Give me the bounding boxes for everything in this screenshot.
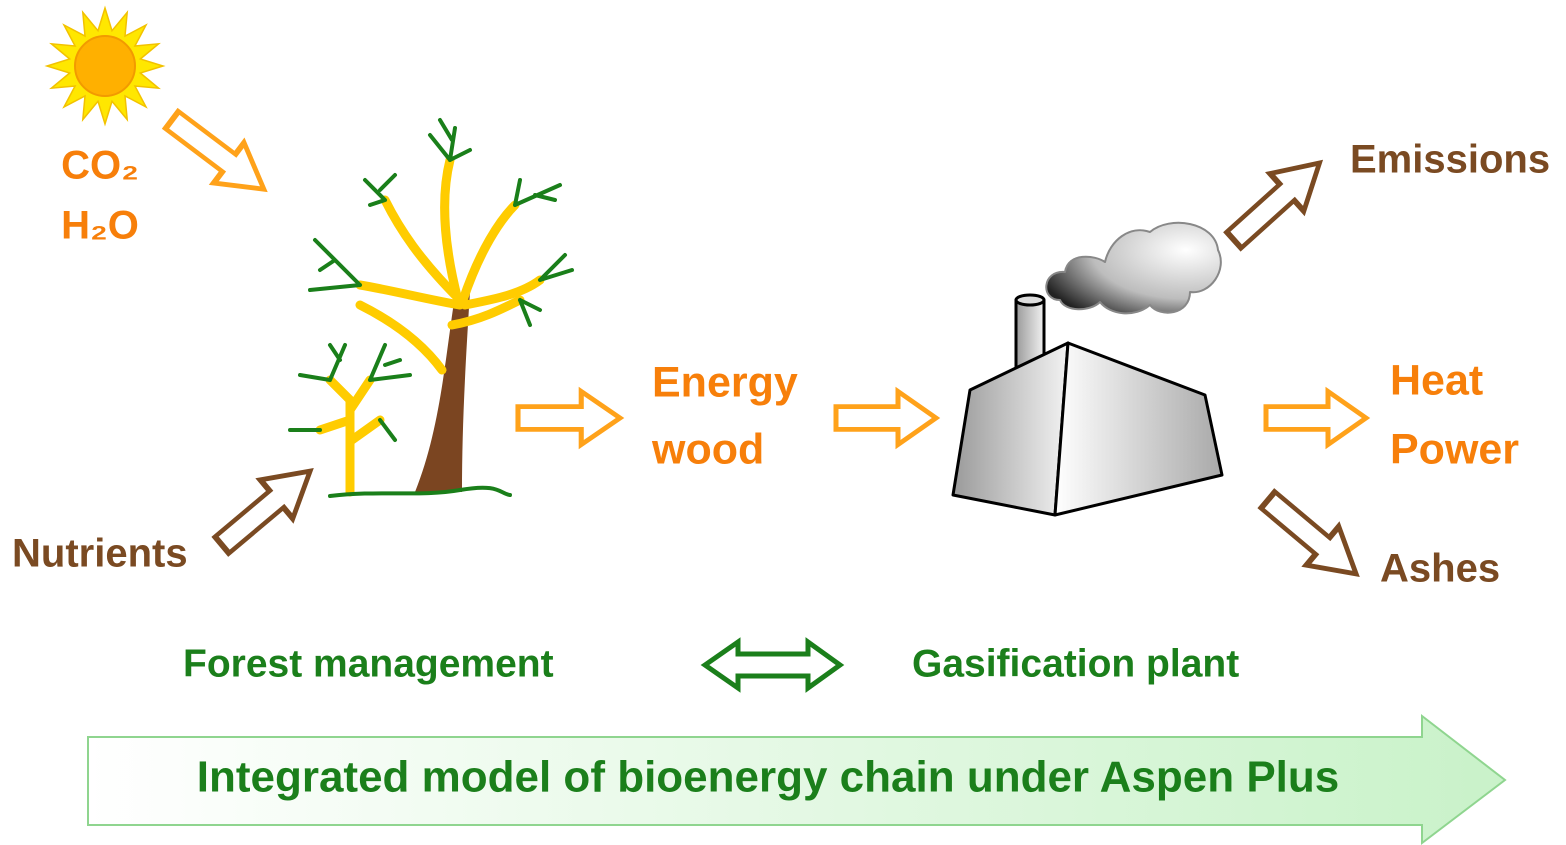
arrow-ashes (1252, 481, 1372, 594)
plant-label: Gasification plant (912, 642, 1239, 685)
wood-label: Energy (652, 358, 798, 406)
arrow-products (1266, 391, 1366, 444)
nutrients-label: Nutrients (12, 532, 188, 576)
ashes-label: Ashes (1380, 547, 1500, 591)
arrow-wood-plant (836, 391, 936, 444)
forest-label: Forest management (183, 642, 554, 685)
product-label: Heat (1390, 356, 1483, 404)
banner-text: Integrated model of bioenergy chain unde… (197, 753, 1340, 802)
gasification-plant (951, 221, 1224, 517)
sun-disc (74, 35, 136, 97)
input-co2: CO₂ (61, 144, 139, 188)
trees (288, 118, 574, 498)
product-label: Power (1390, 425, 1519, 473)
input-h2o: H₂O (61, 204, 139, 248)
wood-label: wood (651, 425, 764, 473)
arrow-tree-wood (518, 391, 620, 444)
arrow-sun (157, 100, 279, 209)
emissions-label: Emissions (1350, 138, 1550, 182)
double-arrow (700, 637, 845, 693)
banner-arrow (87, 713, 1507, 845)
sun (44, 5, 166, 127)
arrow-nutrients (206, 452, 326, 565)
arrow-emissions (1217, 144, 1336, 258)
